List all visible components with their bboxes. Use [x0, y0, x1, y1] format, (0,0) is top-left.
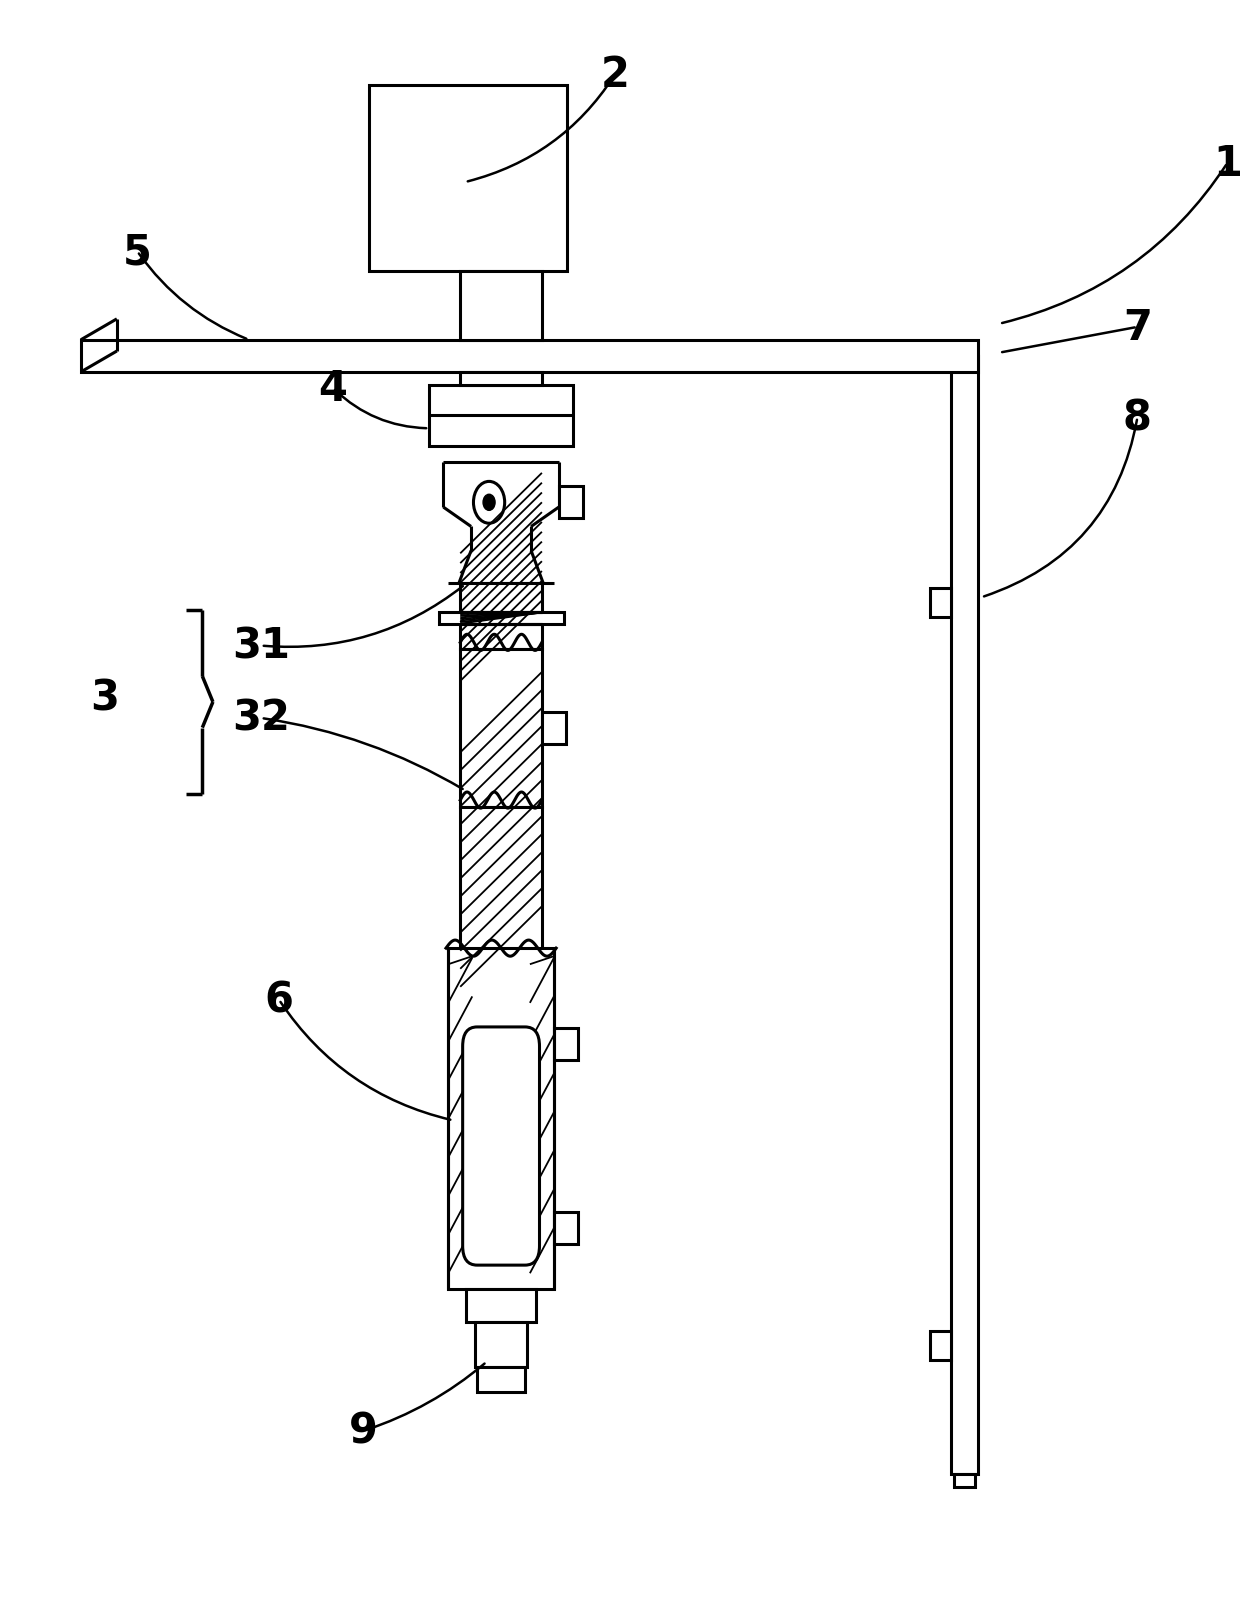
Text: 6: 6 — [264, 980, 294, 1022]
Text: 4: 4 — [319, 368, 347, 410]
Text: 7: 7 — [1123, 307, 1152, 349]
Bar — [554, 1212, 578, 1244]
Bar — [448, 949, 554, 1290]
Bar — [475, 1322, 527, 1367]
Text: 31: 31 — [232, 625, 290, 667]
Bar — [930, 1332, 951, 1361]
Bar — [460, 373, 542, 386]
Bar — [466, 1290, 536, 1322]
Bar — [429, 386, 573, 447]
Circle shape — [474, 483, 505, 525]
Bar — [951, 357, 978, 1475]
Circle shape — [484, 495, 495, 512]
Bar — [460, 649, 542, 807]
Bar — [559, 487, 583, 520]
Bar — [954, 1475, 976, 1488]
Bar — [554, 1028, 578, 1060]
FancyBboxPatch shape — [463, 1027, 539, 1265]
Bar — [460, 271, 542, 341]
Text: 9: 9 — [348, 1411, 377, 1453]
Text: 32: 32 — [232, 697, 290, 739]
Text: 1: 1 — [1213, 142, 1240, 184]
Bar — [81, 341, 978, 373]
Text: 2: 2 — [600, 55, 630, 97]
Bar — [460, 807, 542, 955]
Bar — [542, 712, 565, 744]
Text: 3: 3 — [91, 676, 119, 718]
Bar — [370, 87, 567, 271]
Bar — [477, 1367, 525, 1393]
Bar — [439, 613, 563, 625]
Bar — [930, 587, 951, 617]
Bar — [460, 583, 542, 649]
Text: 8: 8 — [1123, 397, 1152, 439]
Text: 5: 5 — [123, 231, 151, 273]
